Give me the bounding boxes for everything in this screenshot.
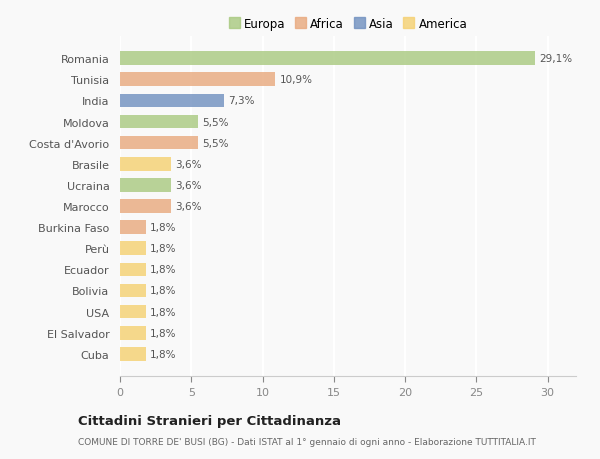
Bar xyxy=(120,326,146,340)
Bar xyxy=(120,347,146,361)
Text: 3,6%: 3,6% xyxy=(176,159,202,169)
Bar xyxy=(120,200,172,213)
Text: 7,3%: 7,3% xyxy=(229,96,255,106)
Text: 1,8%: 1,8% xyxy=(150,349,176,359)
Text: 1,8%: 1,8% xyxy=(150,286,176,296)
Bar xyxy=(120,179,172,192)
Bar xyxy=(120,136,199,150)
Bar xyxy=(120,263,146,277)
Bar xyxy=(120,94,224,108)
Text: 3,6%: 3,6% xyxy=(176,202,202,212)
Text: 1,8%: 1,8% xyxy=(150,244,176,254)
Bar xyxy=(120,157,172,171)
Text: 3,6%: 3,6% xyxy=(176,180,202,190)
Bar xyxy=(120,73,275,87)
Text: 1,8%: 1,8% xyxy=(150,328,176,338)
Text: 1,8%: 1,8% xyxy=(150,265,176,275)
Text: COMUNE DI TORRE DE' BUSI (BG) - Dati ISTAT al 1° gennaio di ogni anno - Elaboraz: COMUNE DI TORRE DE' BUSI (BG) - Dati IST… xyxy=(78,437,536,446)
Bar xyxy=(120,115,199,129)
Bar xyxy=(120,305,146,319)
Text: 29,1%: 29,1% xyxy=(539,54,572,64)
Text: Cittadini Stranieri per Cittadinanza: Cittadini Stranieri per Cittadinanza xyxy=(78,414,341,428)
Bar xyxy=(120,52,535,66)
Text: 1,8%: 1,8% xyxy=(150,307,176,317)
Bar xyxy=(120,221,146,235)
Legend: Europa, Africa, Asia, America: Europa, Africa, Asia, America xyxy=(226,16,470,33)
Text: 10,9%: 10,9% xyxy=(280,75,313,85)
Text: 1,8%: 1,8% xyxy=(150,223,176,233)
Bar xyxy=(120,284,146,298)
Text: 5,5%: 5,5% xyxy=(203,138,229,148)
Bar xyxy=(120,242,146,256)
Text: 5,5%: 5,5% xyxy=(203,117,229,127)
